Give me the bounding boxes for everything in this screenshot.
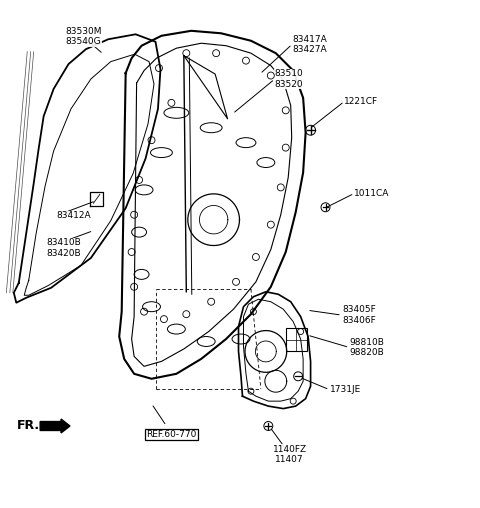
Text: 1140FZ
11407: 1140FZ 11407	[273, 444, 307, 464]
Text: 1011CA: 1011CA	[354, 189, 390, 198]
Text: FR.: FR.	[17, 420, 40, 432]
Text: REF.60-770: REF.60-770	[146, 430, 197, 439]
Text: 83405F
83406F: 83405F 83406F	[342, 305, 376, 325]
FancyArrow shape	[40, 419, 70, 433]
Bar	[286, 328, 307, 352]
Text: 1221CF: 1221CF	[344, 97, 379, 106]
Text: 83417A
83427A: 83417A 83427A	[292, 35, 327, 54]
Text: 83530M
83540G: 83530M 83540G	[65, 27, 102, 46]
Text: 83410B
83420B: 83410B 83420B	[46, 238, 81, 258]
Text: 83510
83520: 83510 83520	[275, 69, 303, 89]
Text: 98810B
98820B: 98810B 98820B	[349, 338, 384, 357]
Text: 83412A: 83412A	[56, 211, 91, 220]
Text: 1731JE: 1731JE	[329, 385, 361, 394]
